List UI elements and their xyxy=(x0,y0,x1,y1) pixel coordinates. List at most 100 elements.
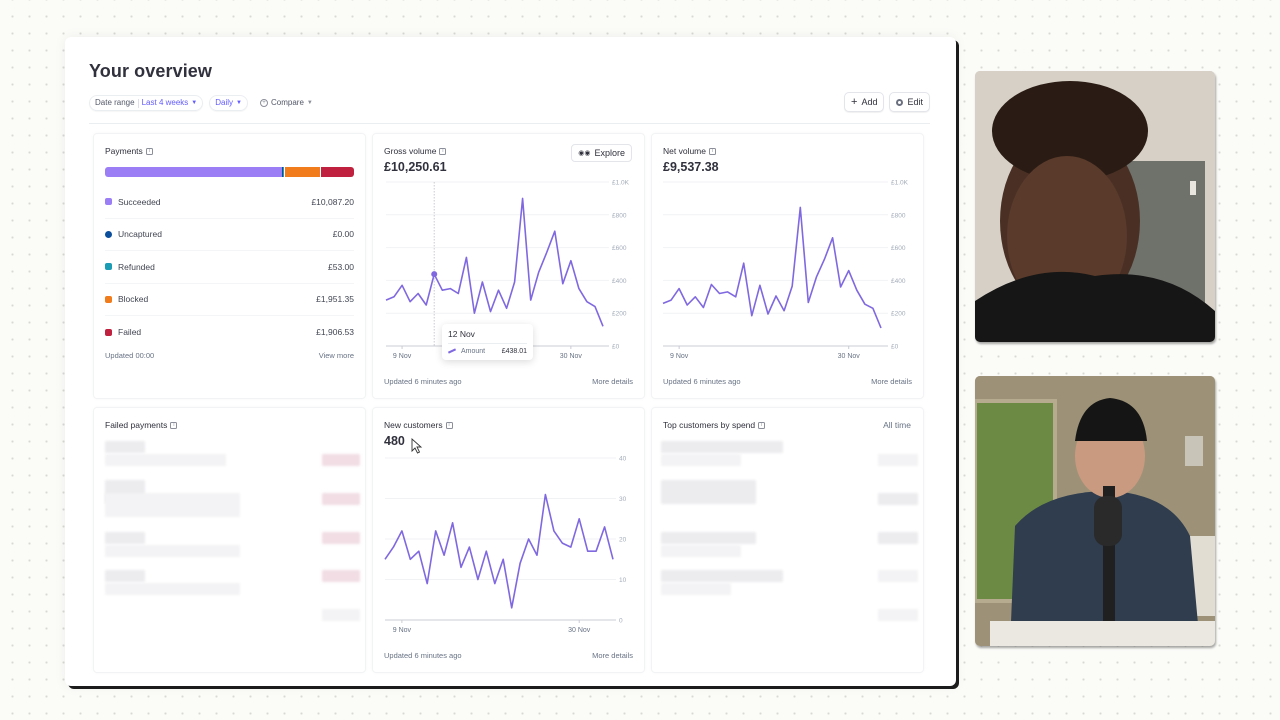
compare-filter[interactable]: + Compare ▼ xyxy=(253,95,319,111)
top-customers-title: Top customers by spend xyxy=(663,420,756,430)
blurred-row xyxy=(105,570,145,582)
legend-row-refunded[interactable]: Refunded £53.00 xyxy=(105,251,354,284)
legend-value: £1,906.53 xyxy=(316,327,354,338)
explore-button[interactable]: ◉◉ Explore xyxy=(571,144,632,162)
x-tick-label: 30 Nov xyxy=(568,627,591,634)
net-volume-card[interactable]: Net volume i £9,537.38 £0 £200 £400 £600 £80… xyxy=(651,133,924,399)
card-title: Gross volume i xyxy=(384,146,447,156)
card-title: Payments i xyxy=(105,146,153,156)
legend-label: Blocked xyxy=(118,294,149,305)
card-footer: Updated 6 minutes ago More details xyxy=(663,377,912,386)
date-range-filter[interactable]: Date range Last 4 weeks ▼ xyxy=(89,95,204,111)
range-label[interactable]: All time xyxy=(883,420,911,430)
card-title: New customers i xyxy=(384,420,453,430)
y-tick-label: 0 xyxy=(619,618,623,625)
card-footer: Updated 6 minutes ago More details xyxy=(384,651,633,660)
info-icon[interactable]: i xyxy=(758,421,766,429)
blurred-row xyxy=(105,545,240,557)
webcam-feed-presenter-2 xyxy=(975,376,1215,646)
blurred-amount xyxy=(878,532,918,544)
card-footer: Updated 00:00 View more xyxy=(105,351,354,360)
view-more-link[interactable]: View more xyxy=(318,351,354,360)
payments-card[interactable]: Payments i Succeeded £10,087.20 Uncaptur… xyxy=(93,133,366,399)
top-customers-card[interactable]: Top customers by spend i All time xyxy=(651,407,924,673)
y-tick-label: £800 xyxy=(891,212,906,219)
chevron-down-icon: ▼ xyxy=(306,100,313,106)
blurred-row xyxy=(105,441,145,453)
bar-segment-succeeded xyxy=(105,167,282,177)
blurred-row xyxy=(105,583,240,595)
legend-value: £53.00 xyxy=(328,261,354,272)
net-volume-line-chart[interactable]: £0 £200 £400 £600 £800 £1.0K 9 Nov 30 Nov xyxy=(652,134,925,400)
legend-row-blocked[interactable]: Blocked £1,951.35 xyxy=(105,284,354,316)
gear-icon xyxy=(896,98,904,106)
info-icon[interactable]: i xyxy=(170,421,178,429)
gross-volume-card[interactable]: Gross volume i £10,250.61 ◉◉ Explore £0 £… xyxy=(372,133,645,399)
bar-segment-failed xyxy=(320,167,354,177)
net-volume-title: Net volume xyxy=(663,146,706,156)
person-silhouette-icon xyxy=(975,376,1215,646)
y-tick-label: £600 xyxy=(612,245,627,252)
bar-segment-blocked xyxy=(285,167,320,177)
y-tick-label: 40 xyxy=(619,456,627,463)
y-tick-label: £400 xyxy=(612,278,627,285)
blurred-row xyxy=(105,454,226,466)
more-details-link[interactable]: More details xyxy=(592,651,633,660)
card-title: Top customers by spend i xyxy=(663,420,766,430)
info-icon[interactable]: i xyxy=(709,147,716,155)
blurred-amount xyxy=(878,570,918,582)
blurred-amount xyxy=(322,454,360,466)
interval-filter[interactable]: Daily ▼ xyxy=(209,95,248,111)
new-customers-title: New customers xyxy=(384,420,443,430)
plus-circle-icon: + xyxy=(259,99,268,107)
info-icon[interactable]: i xyxy=(439,147,447,155)
blurred-row xyxy=(105,493,240,517)
new-customers-line-chart[interactable]: 0 10 20 30 40 9 Nov 30 Nov xyxy=(373,408,646,674)
gross-volume-line-chart[interactable]: £0 £200 £400 £600 £800 £1.0K 9 Nov 30 Nov xyxy=(373,134,646,400)
more-details-link[interactable]: More details xyxy=(592,377,633,386)
y-tick-label: £1.0K xyxy=(612,180,630,187)
interval-value: Daily xyxy=(215,98,234,107)
tooltip-row: Amount £438.01 xyxy=(447,348,527,355)
plus-icon: + xyxy=(851,96,858,108)
payments-legend: Succeeded £10,087.20 Uncaptured £0.00 Re… xyxy=(105,186,354,349)
compare-label: Compare xyxy=(270,98,304,107)
card-footer: Updated 6 minutes ago More details xyxy=(384,377,633,386)
updated-text: Updated 00:00 xyxy=(105,351,155,360)
gross-volume-value: £10,250.61 xyxy=(384,160,447,174)
swatch-icon xyxy=(105,263,112,271)
legend-row-failed[interactable]: Failed £1,906.53 xyxy=(105,316,354,349)
blurred-row xyxy=(105,532,145,544)
blurred-amount xyxy=(878,493,918,505)
y-tick-label: £0 xyxy=(612,344,620,351)
data-line xyxy=(662,206,882,329)
legend-row-succeeded[interactable]: Succeeded £10,087.20 xyxy=(105,186,354,219)
edit-button[interactable]: Edit xyxy=(889,92,930,112)
binoculars-icon: ◉◉ xyxy=(578,150,591,157)
legend-row-uncaptured[interactable]: Uncaptured £0.00 xyxy=(105,219,354,251)
hover-point[interactable] xyxy=(431,271,438,278)
swatch-icon xyxy=(105,230,112,238)
gross-volume-title: Gross volume xyxy=(384,146,437,156)
more-details-link[interactable]: More details xyxy=(871,377,912,386)
info-icon[interactable]: i xyxy=(145,147,153,155)
blurred-row xyxy=(661,545,741,557)
blurred-footer xyxy=(878,609,918,621)
info-icon[interactable]: i xyxy=(445,421,453,429)
chart-tooltip: 12 Nov Amount £438.01 xyxy=(442,324,533,360)
card-title: Failed payments i xyxy=(105,420,178,430)
failed-payments-card[interactable]: Failed payments i xyxy=(93,407,366,673)
tooltip-series: Amount xyxy=(461,348,486,355)
updated-text: Updated 6 minutes ago xyxy=(384,377,462,386)
tooltip-date: 12 Nov xyxy=(448,329,527,344)
blurred-amount xyxy=(322,493,360,505)
blurred-amount xyxy=(878,454,918,466)
y-tick-label: £400 xyxy=(891,278,906,285)
blurred-footer xyxy=(322,609,360,621)
x-tick-label: 9 Nov xyxy=(393,353,412,360)
legend-value: £1,951.35 xyxy=(316,294,354,305)
x-tick-label: 9 Nov xyxy=(393,627,412,634)
add-button[interactable]: + Add xyxy=(844,92,885,112)
bar-segment-uncaptured xyxy=(281,167,283,177)
y-tick-label: £800 xyxy=(612,212,627,219)
